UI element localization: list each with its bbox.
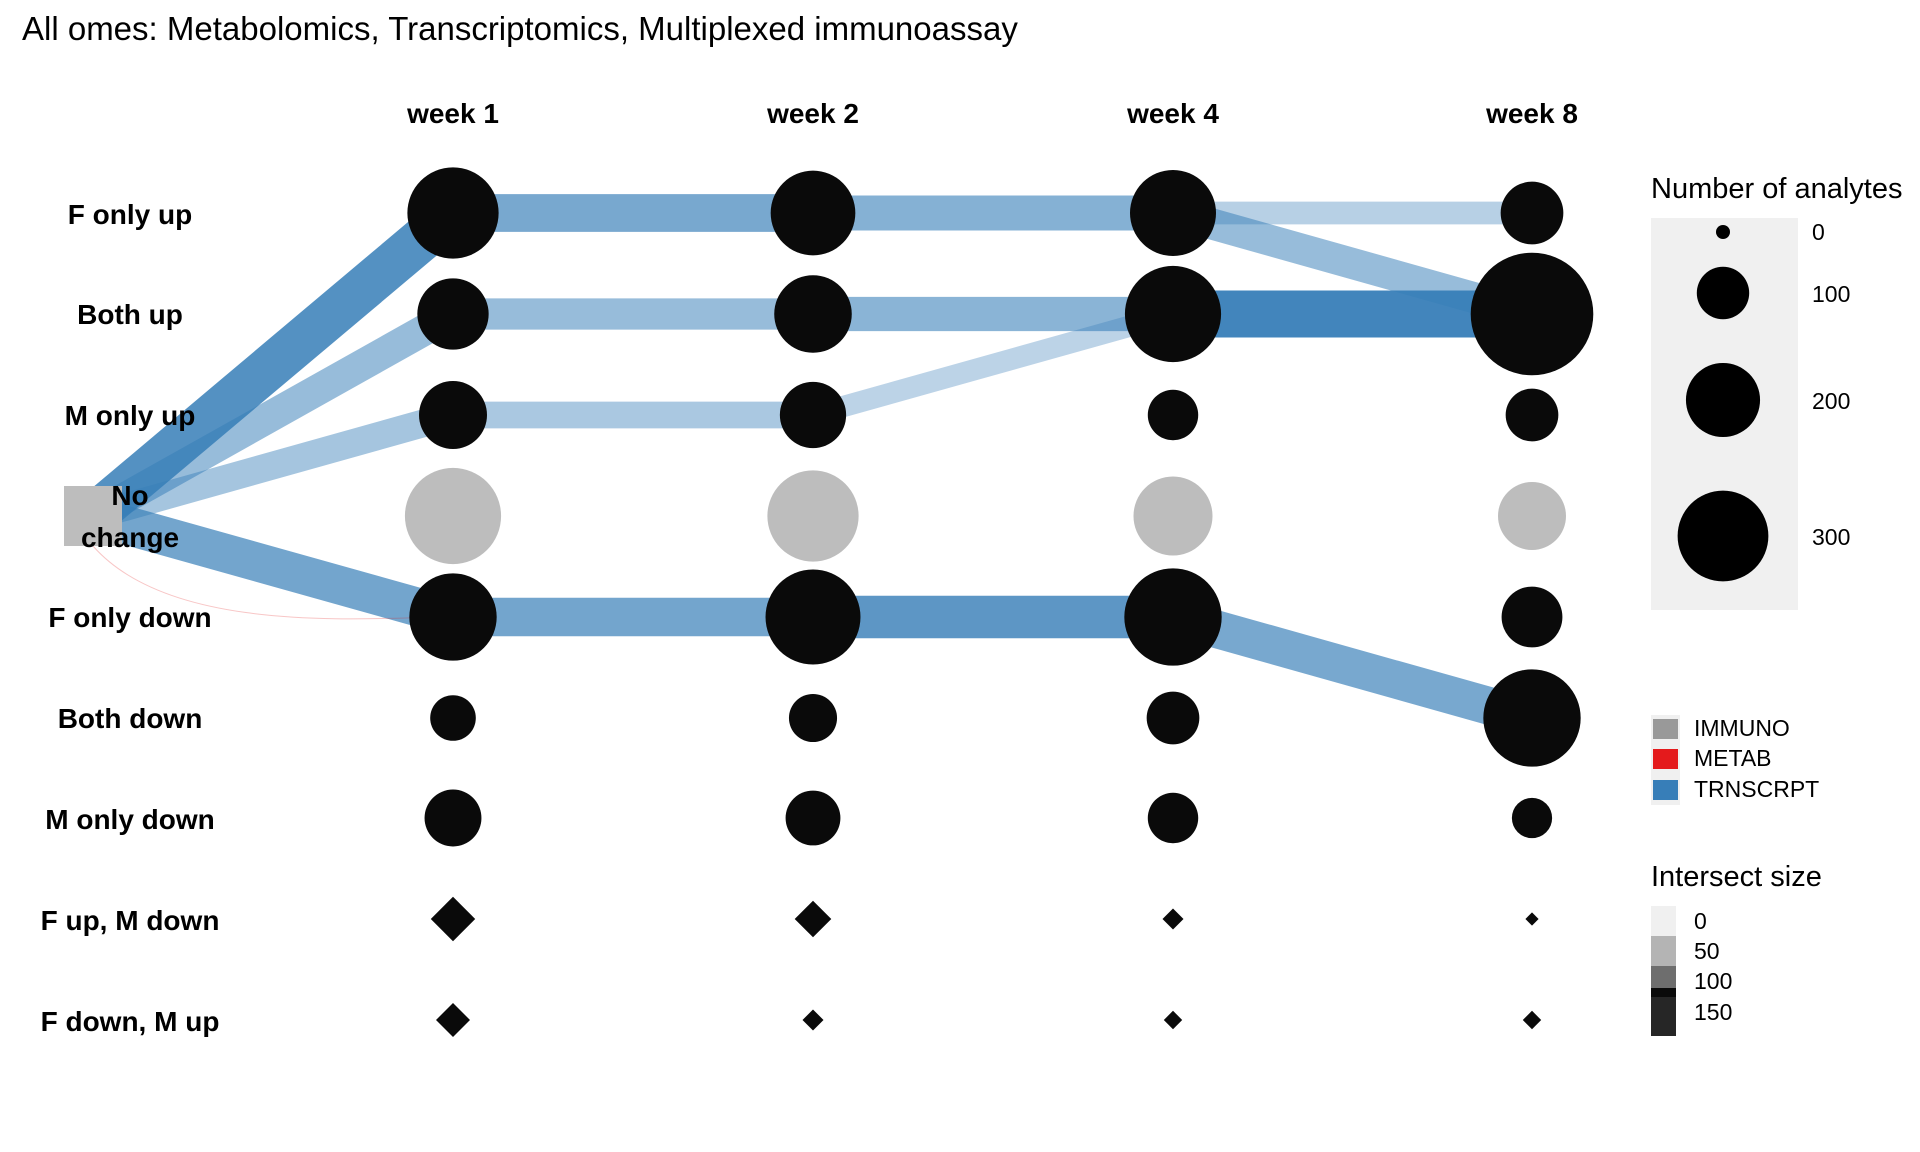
legend-size-label-0: 0 xyxy=(1812,219,1825,245)
node-week-4-m-only-up xyxy=(1147,389,1199,441)
col-label-week-1: week 1 xyxy=(406,98,499,129)
node-week-8-f-only-down xyxy=(1501,586,1563,648)
legend-intersect-label-0: 0 xyxy=(1694,908,1707,934)
node-week-2-both-up xyxy=(774,275,852,353)
col-label-week-8: week 8 xyxy=(1485,98,1578,129)
legend-intersect-label-50: 50 xyxy=(1694,938,1720,964)
legend-size-key-200 xyxy=(1685,362,1761,438)
legend-intersect-size: Intersect size 0 50 100 150 xyxy=(1651,861,1822,1036)
node-week-2-both-down xyxy=(788,693,838,743)
node-week-8-m-only-up xyxy=(1505,388,1559,442)
node-week-2-f-only-up xyxy=(770,170,856,256)
row-label-f-only-up: F only up xyxy=(68,199,192,230)
col-label-week-4: week 4 xyxy=(1126,98,1219,129)
legend-size-label-100: 100 xyxy=(1812,281,1850,307)
node-week-1-f-up-m-down xyxy=(430,896,476,942)
legend-size-key-300 xyxy=(1677,490,1769,582)
node-week-1-both-down xyxy=(430,695,476,741)
flow-origin-no-change-to-week-1-f-only-down xyxy=(87,497,459,636)
chart-title: All omes: Metabolomics, Transcriptomics,… xyxy=(22,10,1018,47)
legend-intersect-swatch-150 xyxy=(1651,996,1676,1036)
legend-intersect-swatch-0 xyxy=(1651,906,1676,936)
node-week-1-no-change xyxy=(404,467,502,565)
node-week-1-m-only-up xyxy=(419,381,487,449)
legend-ome: IMMUNO METAB TRNSCRPT xyxy=(1651,715,1819,805)
row-label-no-change-1: No xyxy=(111,480,148,511)
node-week-2-no-change xyxy=(767,470,859,562)
node-week-8-f-down-m-up xyxy=(1522,1010,1542,1030)
node-week-1-both-up xyxy=(417,278,489,350)
legend-ome-label-immuno: IMMUNO xyxy=(1694,715,1790,741)
origin-node-no-change xyxy=(64,486,122,546)
node-week-4-f-only-down xyxy=(1124,568,1222,666)
legend-intersect-title: Intersect size xyxy=(1651,861,1822,893)
node-week-2-m-only-down xyxy=(785,790,841,846)
node-week-4-both-up xyxy=(1124,265,1222,363)
node-week-8-m-only-down xyxy=(1511,797,1553,839)
node-week-1-f-only-up xyxy=(407,167,499,259)
node-week-1-f-down-m-up xyxy=(436,1003,470,1037)
node-week-8-f-only-up xyxy=(1500,181,1564,245)
node-week-2-m-only-up xyxy=(779,381,847,449)
legend-ome-key-trnscrpt xyxy=(1653,780,1678,800)
legend-size-label-200: 200 xyxy=(1812,388,1850,414)
row-label-f-only-down: F only down xyxy=(48,602,211,633)
flow-origin-no-change-to-week-1-both-up xyxy=(85,300,461,530)
timepoint-labels: week 1 week 2 week 4 week 8 xyxy=(406,98,1578,129)
node-week-2-f-only-down xyxy=(765,569,861,665)
flow-origin-no-change-to-week-1-m-only-up xyxy=(89,401,457,530)
row-label-m-only-down: M only down xyxy=(45,804,215,835)
node-week-4-both-down xyxy=(1146,691,1200,745)
legend-size-key-100 xyxy=(1696,266,1750,320)
legend-ome-label-metab: METAB xyxy=(1694,745,1772,771)
node-week-2-f-down-m-up xyxy=(802,1009,824,1031)
row-label-f-up-m-down: F up, M down xyxy=(41,905,220,936)
legend-ome-key-immuno xyxy=(1653,719,1678,739)
legend-intersect-label-100: 100 xyxy=(1694,968,1732,994)
flow-week-2-m-only-up-to-week-4-both-up xyxy=(810,303,1176,426)
legend-intersect-swatch-band xyxy=(1651,988,1676,997)
node-week-1-m-only-down xyxy=(424,789,482,847)
node-week-8-both-down xyxy=(1483,669,1581,767)
legend-size-label-300: 300 xyxy=(1812,524,1850,550)
legend-intersect-swatch-50 xyxy=(1651,936,1676,966)
legend-number-of-analytes: Number of analytes 0 100 200 300 xyxy=(1651,173,1902,610)
state-labels: F only up Both up M only up No change F … xyxy=(41,199,220,1037)
row-label-no-change-2: change xyxy=(81,522,179,553)
nodes-layer xyxy=(64,167,1594,1037)
node-week-8-both-up xyxy=(1470,252,1594,376)
node-week-4-f-only-up xyxy=(1129,169,1217,257)
node-week-8-f-up-m-down xyxy=(1525,912,1539,926)
row-label-both-down: Both down xyxy=(58,703,203,734)
legend-intersect-label-150: 150 xyxy=(1694,999,1732,1025)
legend-ome-label-trnscrpt: TRNSCRPT xyxy=(1694,776,1819,802)
col-label-week-2: week 2 xyxy=(766,98,859,129)
node-week-4-m-only-down xyxy=(1147,792,1199,844)
legend-size-title: Number of analytes xyxy=(1651,173,1902,205)
legend-size-key-0 xyxy=(1716,225,1730,239)
flow-week-4-f-only-down-to-week-8-both-down xyxy=(1167,598,1538,737)
row-label-f-down-m-up: F down, M up xyxy=(41,1006,220,1037)
node-week-2-f-up-m-down xyxy=(794,900,832,938)
node-week-4-f-up-m-down xyxy=(1162,908,1184,930)
node-week-4-no-change xyxy=(1133,476,1213,556)
node-week-1-f-only-down xyxy=(409,573,497,661)
node-week-8-no-change xyxy=(1498,482,1566,550)
row-label-m-only-up: M only up xyxy=(65,400,196,431)
flows-layer xyxy=(78,194,1538,737)
node-week-4-f-down-m-up xyxy=(1163,1010,1183,1030)
legend-ome-key-metab xyxy=(1653,749,1678,769)
row-label-both-up: Both up xyxy=(77,299,183,330)
